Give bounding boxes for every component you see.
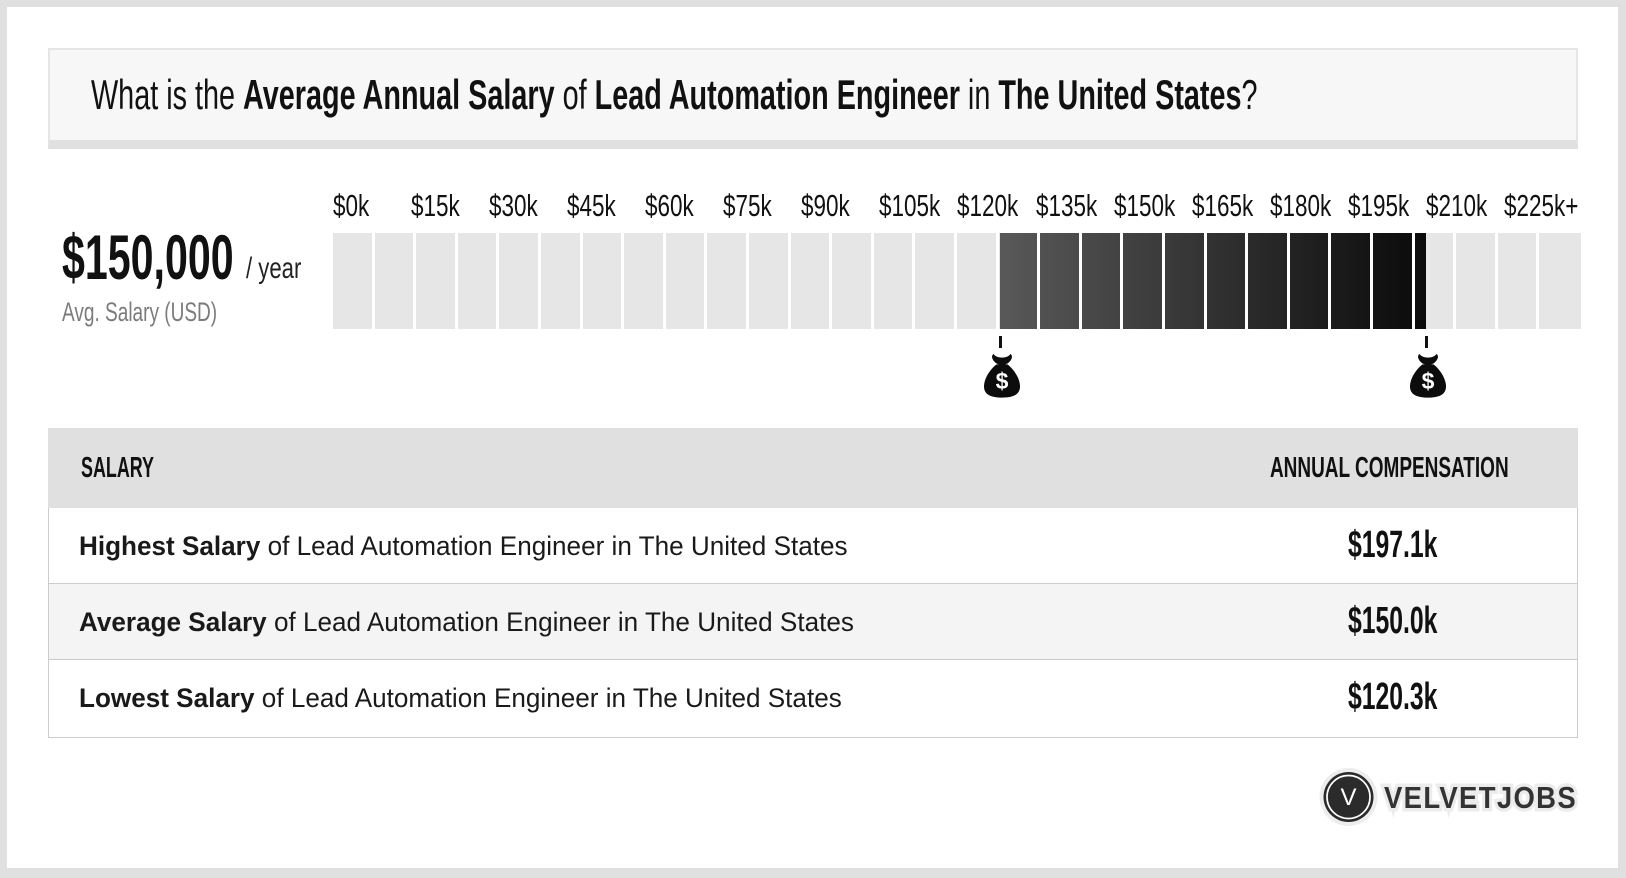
svg-text:VELVETJOBS: VELVETJOBS (1384, 780, 1577, 815)
svg-text:V: V (1340, 784, 1356, 811)
svg-text:$: $ (996, 368, 1009, 394)
svg-text:$: $ (1422, 368, 1435, 394)
